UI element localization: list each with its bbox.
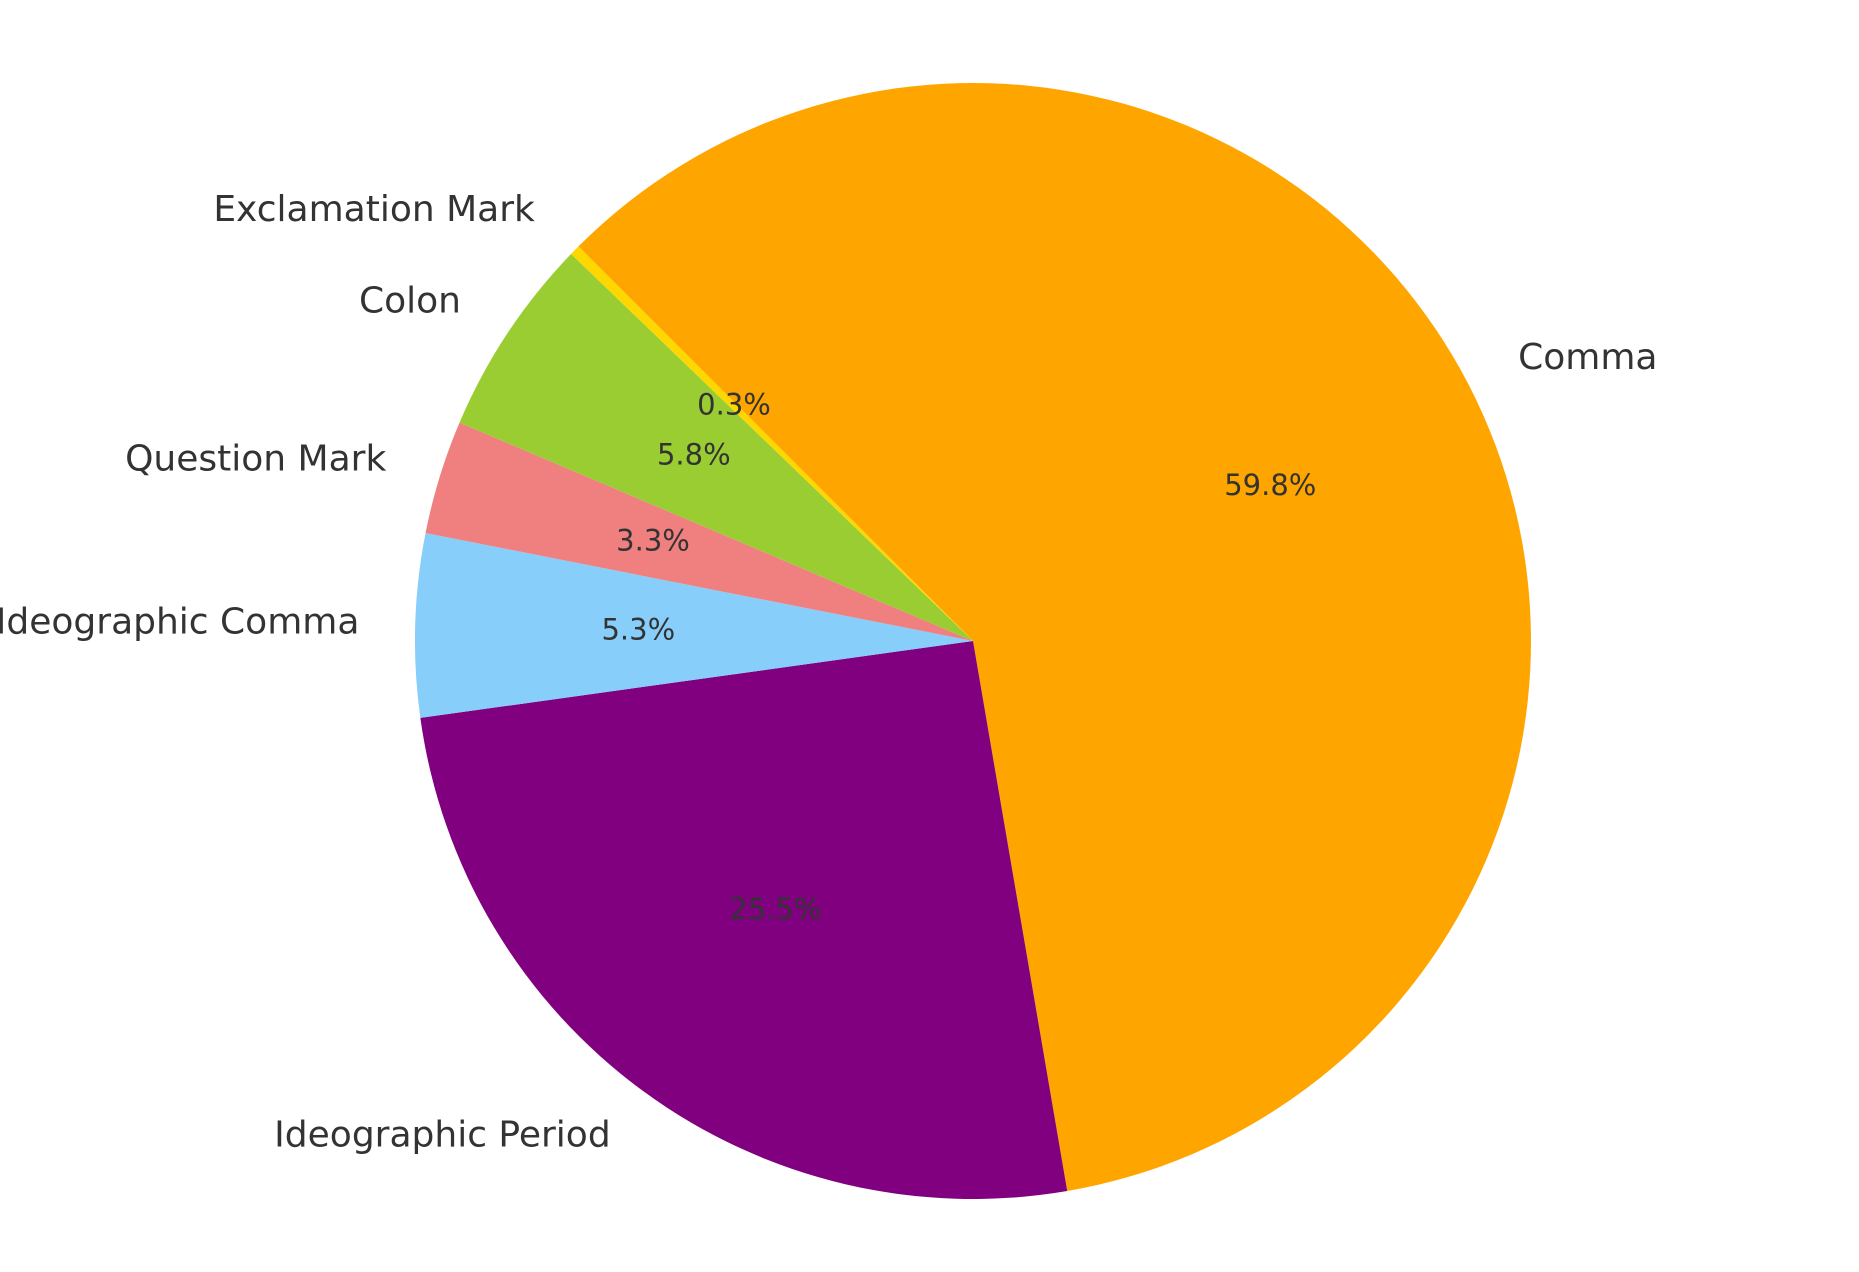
pct-label-question-mark: 3.3%	[616, 524, 690, 558]
pct-label-ideographic-comma: 5.3%	[601, 613, 675, 647]
slice-label-ideographic-comma: Ideographic Comma	[0, 602, 359, 643]
pie-slice-comma	[578, 83, 1531, 1191]
slice-label-colon: Colon	[359, 280, 461, 321]
pie-slice-ideographic-period	[420, 641, 1068, 1200]
pct-label-colon: 5.8%	[657, 437, 731, 471]
slice-label-comma: Comma	[1518, 337, 1657, 378]
pie-slice-exclamation-mark	[571, 246, 973, 641]
pie-slice-ideographic-comma	[414, 533, 973, 718]
slice-label-exclamation-mark: Exclamation Mark	[213, 189, 535, 230]
pie-slice-question-mark	[425, 422, 973, 641]
slice-label-question-mark: Question Mark	[125, 439, 386, 480]
pie-slice-colon	[459, 253, 973, 641]
pct-label-comma: 59.8%	[1224, 468, 1316, 502]
labels-layer: Comma 59.8% Ideographic Period 25.5% Ideogra…	[0, 189, 1657, 1155]
pct-label-ideographic-period: 25.5%	[729, 892, 821, 926]
slice-label-ideographic-period: Ideographic Period	[274, 1114, 611, 1155]
pct-label-exclamation-mark: 0.3%	[697, 388, 771, 422]
slices-layer	[414, 83, 1531, 1200]
